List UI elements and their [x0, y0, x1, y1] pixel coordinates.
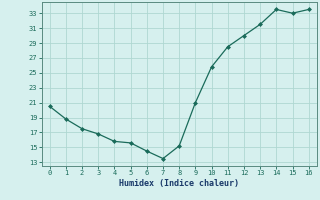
X-axis label: Humidex (Indice chaleur): Humidex (Indice chaleur) [119, 179, 239, 188]
